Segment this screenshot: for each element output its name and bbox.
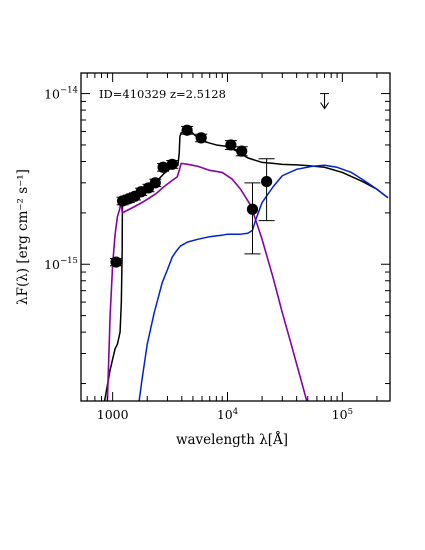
total-model-line [103, 130, 389, 402]
plot-frame [80, 72, 391, 402]
data-point [110, 256, 122, 268]
data-point [181, 124, 193, 136]
data-point [195, 132, 207, 144]
starburst-component-line [106, 162, 308, 402]
x-axis-ticks: 1000 104 105 [86, 73, 378, 422]
upper-limit-arrow [320, 93, 330, 110]
x-tick-label: 105 [332, 407, 353, 422]
data-points [110, 124, 273, 268]
y-axis-label: λF(λ) [erg cm⁻² s⁻¹] [15, 169, 31, 305]
x-tick-label: 104 [217, 407, 238, 422]
data-point [157, 161, 169, 173]
x-tick-label: 1000 [97, 407, 129, 422]
y-tick-label: 10−14 [44, 86, 78, 102]
error-bar [258, 158, 275, 222]
dust-component-line [138, 164, 389, 402]
data-point [225, 139, 237, 151]
data-point [149, 177, 161, 189]
data-point [166, 158, 178, 170]
x-axis-label: wavelength λ[Å] [176, 432, 288, 448]
y-axis-ticks: 10−15 10−14 [44, 86, 390, 385]
y-tick-label: 10−15 [44, 256, 78, 272]
annotation-label: ID=410329 z=2.5128 [99, 87, 226, 101]
upper-limits [320, 93, 330, 110]
data-point [236, 145, 248, 157]
data-point [246, 203, 259, 215]
error-bar [244, 182, 261, 255]
model-curves [103, 130, 389, 402]
data-point [261, 175, 273, 188]
